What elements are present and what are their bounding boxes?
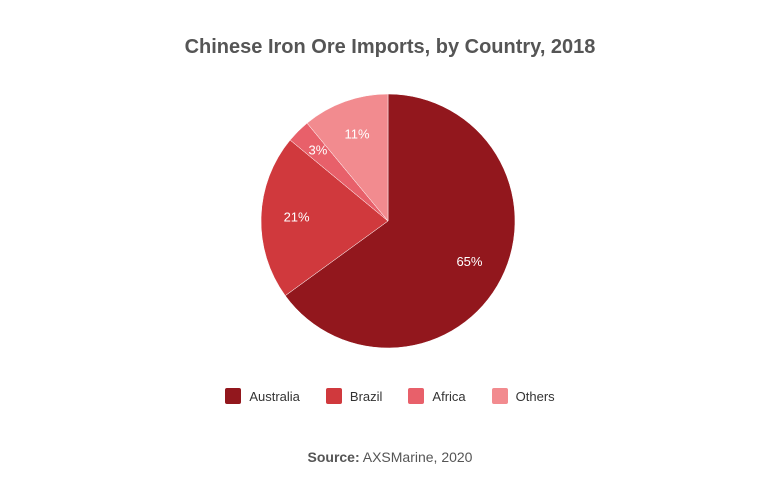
source-note: Source: AXSMarine, 2020 — [0, 449, 780, 465]
slice-label-australia: 65% — [456, 254, 482, 269]
legend-label: Africa — [432, 388, 466, 404]
pie-slice-others — [306, 93, 389, 222]
legend-swatch — [225, 388, 242, 404]
source-text: AXSMarine, 2020 — [359, 449, 473, 465]
pie-slice-brazil — [260, 139, 389, 296]
legend-item-brazil: Brazil — [325, 388, 383, 404]
legend-swatch — [325, 388, 342, 404]
legend-item-africa: Africa — [408, 388, 466, 404]
legend-label: Brazil — [349, 388, 383, 404]
slice-label-others: 11% — [344, 126, 369, 141]
legend-swatch — [491, 388, 508, 404]
legend-swatch — [408, 388, 425, 404]
chart-legend: Australia Brazil Africa Others — [0, 388, 780, 404]
source-label: Source: — [307, 449, 360, 465]
legend-item-others: Others — [491, 388, 555, 404]
legend-label: Others — [515, 388, 555, 404]
legend-item-australia: Australia — [225, 388, 300, 404]
slice-label-africa: 3% — [309, 142, 328, 157]
pie-slice-australia — [284, 93, 516, 349]
slice-label-brazil: 21% — [284, 210, 310, 225]
chart-title: Chinese Iron Ore Imports, by Country, 20… — [184, 36, 596, 58]
legend-label: Australia — [249, 388, 300, 404]
